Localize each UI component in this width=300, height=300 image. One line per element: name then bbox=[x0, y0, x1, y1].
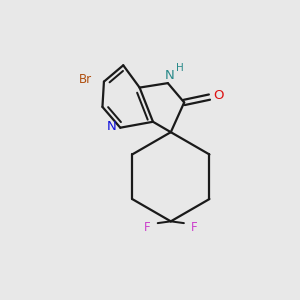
Text: O: O bbox=[214, 89, 224, 102]
Text: F: F bbox=[191, 221, 198, 234]
Text: Br: Br bbox=[79, 73, 92, 86]
Text: F: F bbox=[144, 221, 150, 234]
Text: N: N bbox=[164, 69, 174, 82]
Text: N: N bbox=[107, 120, 117, 133]
Text: H: H bbox=[176, 63, 184, 73]
